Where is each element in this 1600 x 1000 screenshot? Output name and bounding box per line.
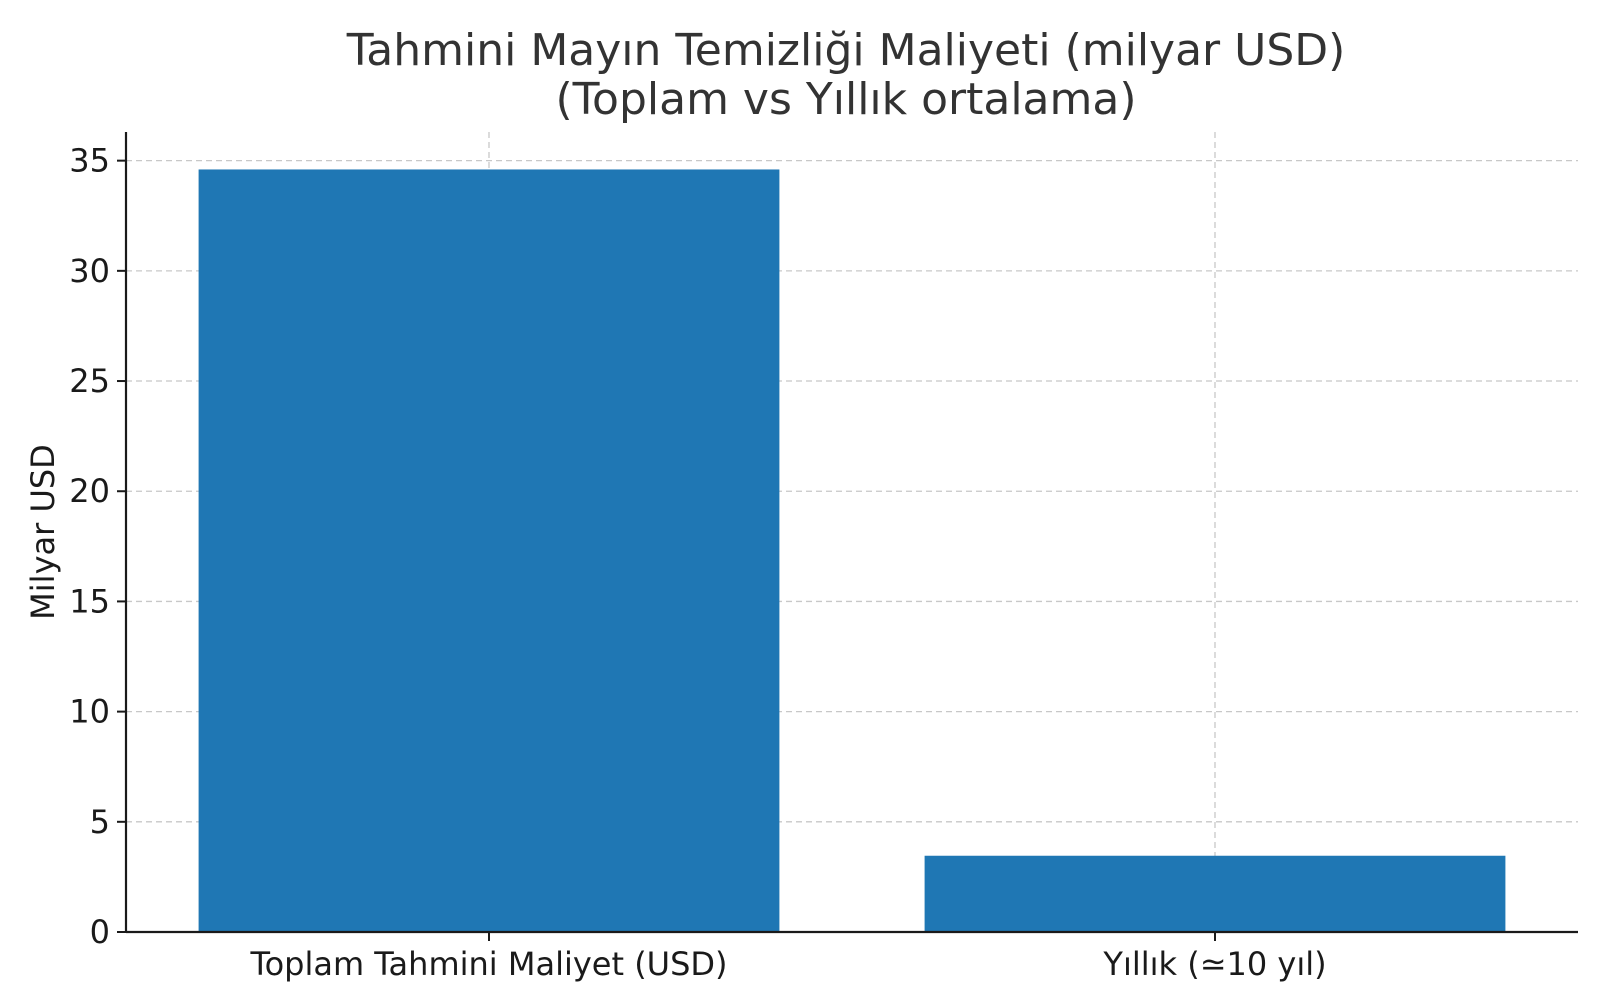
y-tick-label-7: 35 bbox=[69, 142, 110, 180]
bar-1 bbox=[924, 855, 1506, 932]
bar-0 bbox=[198, 169, 780, 932]
axis-layer: 0 5 10 15 20 25 30 35 Toplam Tahmini Maliyet (US… bbox=[69, 132, 1578, 983]
x-tick-label-1: Yıllık (≃10 yıl) bbox=[1102, 945, 1326, 983]
bar-layer bbox=[198, 169, 1506, 932]
y-tick-label-4: 20 bbox=[69, 472, 110, 510]
y-tick-label-1: 5 bbox=[90, 803, 110, 841]
y-tick-label-6: 30 bbox=[69, 252, 110, 290]
y-tick-label-5: 25 bbox=[69, 362, 110, 400]
y-tick-label-2: 10 bbox=[69, 693, 110, 731]
chart-title-line-2: (Toplam vs Yıllık ortalama) bbox=[555, 74, 1136, 125]
y-tick-label-3: 15 bbox=[69, 582, 110, 620]
y-tick-label-0: 0 bbox=[90, 913, 110, 951]
chart-title-line-1: Tahmini Mayın Temizliği Maliyeti (milyar… bbox=[346, 25, 1346, 76]
x-tick-label-0: Toplam Tahmini Maliyet (USD) bbox=[249, 945, 727, 983]
y-axis-label: Milyar USD bbox=[24, 444, 62, 620]
